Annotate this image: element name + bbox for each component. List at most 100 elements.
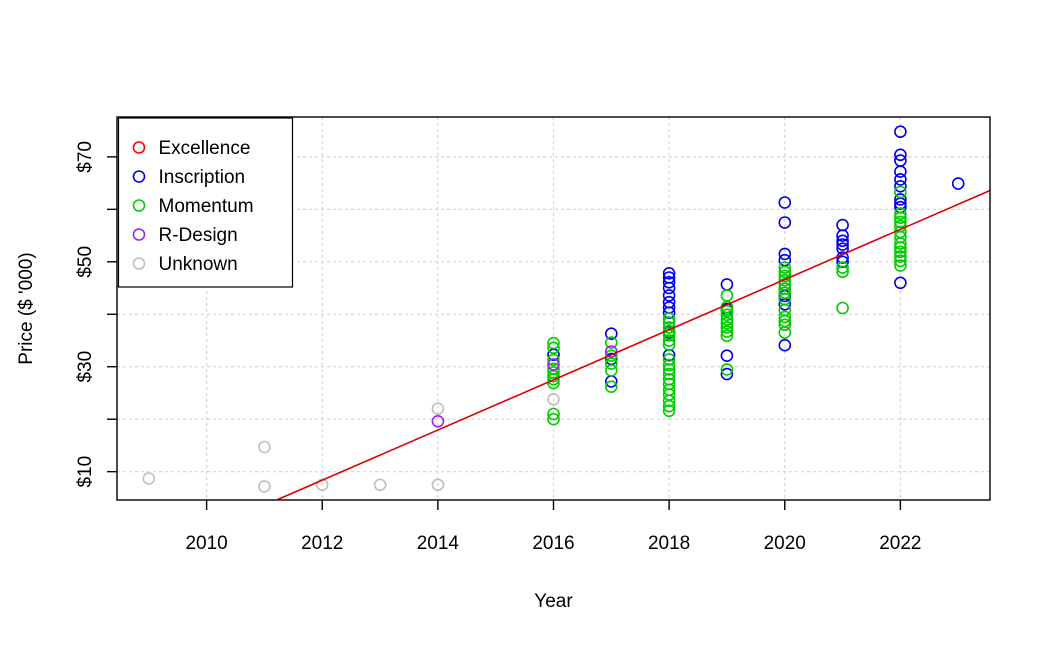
data-point xyxy=(604,349,618,363)
data-point xyxy=(894,193,907,206)
data-point xyxy=(315,478,329,492)
data-point xyxy=(662,324,676,338)
data-point xyxy=(894,241,907,254)
series-momentum xyxy=(547,185,907,426)
legend-box xyxy=(117,117,294,288)
data-point xyxy=(431,414,445,428)
data-point xyxy=(258,440,271,454)
data-point xyxy=(720,363,734,376)
data-point xyxy=(894,250,907,263)
data-point xyxy=(662,394,676,408)
data-point xyxy=(894,276,907,290)
data-point xyxy=(662,338,676,352)
legend-marker-momentum xyxy=(132,199,146,212)
x-tick-label: 2016 xyxy=(532,533,574,554)
data-point xyxy=(547,353,560,367)
data-point xyxy=(894,215,907,229)
data-point xyxy=(662,404,676,418)
data-point xyxy=(778,216,792,229)
data-point xyxy=(778,261,792,274)
x-tick-label: 2012 xyxy=(301,533,343,554)
data-point xyxy=(662,358,676,372)
data-point xyxy=(778,326,792,339)
data-point xyxy=(894,165,907,178)
data-point xyxy=(778,265,792,279)
legend-label: Momentum xyxy=(159,196,254,217)
data-point xyxy=(836,238,849,251)
data-point xyxy=(894,254,907,268)
data-point xyxy=(662,289,676,302)
data-point xyxy=(720,321,734,334)
x-axis-title: Year xyxy=(534,591,573,612)
data-point xyxy=(778,247,792,261)
data-point xyxy=(547,372,560,386)
data-point xyxy=(720,308,734,322)
data-point xyxy=(604,357,618,370)
data-point xyxy=(836,265,849,279)
legend-label: Excellence xyxy=(159,138,251,159)
data-point xyxy=(778,338,792,352)
x-tick-label: 2010 xyxy=(185,533,227,554)
legend-marker-unknown xyxy=(132,257,146,270)
data-point xyxy=(662,281,676,295)
data-point xyxy=(778,196,792,209)
data-point xyxy=(662,266,676,280)
data-point xyxy=(836,234,849,248)
data-point xyxy=(720,289,734,302)
data-point xyxy=(662,363,676,376)
data-point xyxy=(951,177,965,190)
data-point xyxy=(720,304,734,318)
data-point xyxy=(836,261,849,274)
data-point xyxy=(836,301,849,315)
data-point xyxy=(836,229,849,242)
data-point xyxy=(662,275,676,289)
data-point xyxy=(431,402,445,416)
data-point xyxy=(720,329,734,343)
data-point xyxy=(720,325,734,338)
data-point xyxy=(894,245,907,259)
data-point xyxy=(778,318,792,332)
data-point xyxy=(836,255,849,269)
data-point xyxy=(662,316,676,330)
data-point xyxy=(662,306,676,320)
data-point xyxy=(894,211,907,224)
data-point xyxy=(547,407,560,421)
data-point xyxy=(547,336,560,350)
data-point xyxy=(720,367,734,381)
legend-label: Inscription xyxy=(159,167,246,188)
data-point xyxy=(720,278,734,291)
x-tick-label: 2022 xyxy=(879,533,921,554)
data-point xyxy=(431,478,445,492)
legend-marker-r-design xyxy=(132,228,146,241)
data-point xyxy=(604,380,618,394)
data-point xyxy=(604,336,618,349)
data-point xyxy=(142,472,156,485)
data-point xyxy=(604,345,618,358)
data-point xyxy=(604,364,618,377)
legend-label: R-Design xyxy=(159,225,238,246)
legend-marker-excellence xyxy=(132,141,146,154)
data-point xyxy=(662,353,676,366)
data-point xyxy=(894,185,907,199)
x-tick-label: 2014 xyxy=(417,533,460,554)
y-tick-label: $70 xyxy=(75,141,96,173)
trend-line xyxy=(277,189,991,501)
data-point xyxy=(778,273,792,287)
legend-label: Unknown xyxy=(159,254,238,275)
series-r-design xyxy=(431,345,618,428)
data-point xyxy=(258,480,271,493)
data-point xyxy=(720,316,734,330)
data-point xyxy=(662,312,676,325)
data-point xyxy=(894,259,907,272)
data-point xyxy=(894,237,907,250)
data-point xyxy=(547,358,560,371)
data-point xyxy=(778,286,792,300)
data-point xyxy=(373,478,387,492)
data-point xyxy=(604,327,618,341)
y-tick-label: $30 xyxy=(75,351,96,383)
data-point xyxy=(547,341,560,355)
data-point xyxy=(778,310,792,324)
data-point xyxy=(894,148,907,162)
